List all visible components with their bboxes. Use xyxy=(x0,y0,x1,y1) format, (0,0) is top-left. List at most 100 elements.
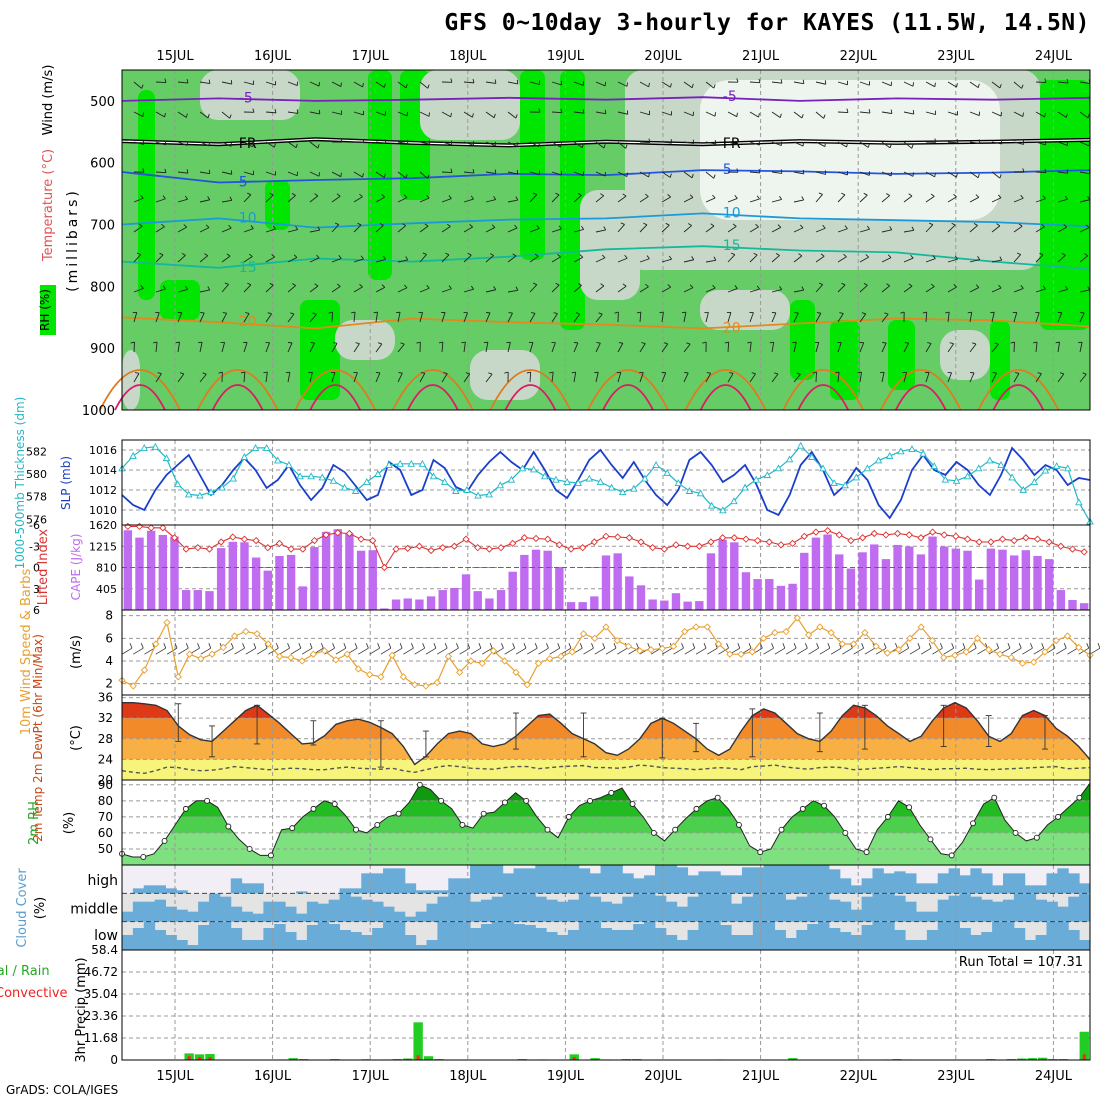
chart-title: GFS 0~10day 3-hourly for KAYES (11.5W, 1… xyxy=(0,10,1090,36)
cloud-bar xyxy=(1014,894,1025,922)
cloud-bar xyxy=(187,945,198,950)
cloud-bar xyxy=(905,873,916,893)
cloud-bar xyxy=(611,865,622,893)
cape-bar xyxy=(404,598,412,610)
rh-tick: 90 xyxy=(98,778,113,792)
cape-bar xyxy=(613,553,621,610)
cape-bar xyxy=(217,548,225,610)
cape-bar xyxy=(532,550,540,610)
cloud-bar xyxy=(916,912,927,922)
cloud-bar xyxy=(524,925,535,950)
convective-bar xyxy=(188,1056,191,1060)
cloud-bar xyxy=(394,868,405,893)
rh-tick: 50 xyxy=(98,842,113,856)
cloud-bar xyxy=(274,924,285,950)
cloud-bar xyxy=(557,935,568,950)
cloud-bar xyxy=(688,875,699,893)
rh-marker xyxy=(268,853,273,858)
cloud-bar xyxy=(1003,900,1014,922)
cloud-bar xyxy=(253,914,264,922)
rh-marker xyxy=(1013,830,1018,835)
cloud-bar xyxy=(677,940,688,950)
rh-marker xyxy=(417,782,422,787)
cloud-bar xyxy=(905,902,916,922)
cloud-layer-label: high xyxy=(87,873,118,889)
cape-bar xyxy=(987,549,995,610)
rh-marker xyxy=(609,790,614,795)
cape-bar xyxy=(928,537,936,610)
wind-barb-flag xyxy=(572,372,576,373)
cloud-bar xyxy=(1014,873,1025,893)
rh-marker xyxy=(183,806,188,811)
cape-bar xyxy=(998,550,1006,610)
cloud-bar xyxy=(155,900,166,922)
rh-marker xyxy=(736,822,741,827)
cape-bar xyxy=(777,586,785,610)
cloud-unit-label: (%) xyxy=(33,897,48,920)
cloud-bar xyxy=(535,928,546,950)
cloud-bar xyxy=(405,935,416,950)
cloud-bar xyxy=(883,894,894,922)
wind-barb-flag xyxy=(341,83,342,87)
cape-bar xyxy=(392,600,400,610)
cape-bar xyxy=(672,593,680,610)
cloud-bar xyxy=(753,867,764,893)
cloud-bar xyxy=(785,900,796,922)
cloud-bar xyxy=(340,888,351,893)
rh-marker xyxy=(907,805,912,810)
isotherm-label: -5 xyxy=(723,89,737,105)
cape-bar xyxy=(159,535,167,610)
cloud-bar xyxy=(437,897,448,922)
precip-tick: 58.4 xyxy=(91,943,118,957)
cloud-bar xyxy=(644,875,655,893)
cloud-bar xyxy=(318,904,329,922)
cape-bar xyxy=(427,596,435,610)
cloud-bar xyxy=(307,925,318,950)
rh-marker xyxy=(141,854,146,859)
date-label-top: 22JUL xyxy=(840,49,878,64)
rh-moist-patch xyxy=(1040,80,1090,330)
cloud-bar xyxy=(970,897,981,922)
cloud-bar xyxy=(622,930,633,950)
wind-barb-flag xyxy=(319,110,320,114)
cloud-bar xyxy=(524,868,535,893)
rh-marker xyxy=(694,806,699,811)
cape-bar xyxy=(578,602,586,610)
cape-bar xyxy=(602,555,610,610)
slp-tick: 1014 xyxy=(89,464,117,477)
cloud-bar xyxy=(698,922,709,950)
cape-tick: 405 xyxy=(96,583,117,596)
cloud-bar xyxy=(361,900,372,922)
cloud-bar xyxy=(459,922,470,950)
cloud-bar xyxy=(731,935,742,950)
cloud-bar xyxy=(601,865,612,893)
cloud-bar xyxy=(503,873,514,893)
cloud-bar xyxy=(307,902,318,922)
rh-marker xyxy=(460,822,465,827)
cloud-bar xyxy=(677,907,688,922)
cloud-bar xyxy=(992,922,1003,950)
rh-marker xyxy=(247,846,252,851)
cape-bar xyxy=(637,585,645,610)
wind10m-unit-label: (m/s) xyxy=(69,635,84,669)
pressure-tick: 900 xyxy=(90,342,115,357)
date-label-top: 21JUL xyxy=(742,49,780,64)
wind-barb-flag xyxy=(407,140,408,144)
cloud-bar xyxy=(372,873,383,893)
cape-bar xyxy=(683,602,691,610)
cloud-bar xyxy=(383,868,394,893)
cloud-bar xyxy=(372,902,383,922)
wind-barb-flag xyxy=(286,372,290,373)
cape-bar xyxy=(299,586,307,610)
cloud-bar xyxy=(840,902,851,922)
date-label-top: 15JUL xyxy=(156,49,194,64)
cloud-bar xyxy=(350,897,361,922)
cape-bar xyxy=(870,544,878,610)
rh-marker xyxy=(226,824,231,829)
cloud-bar xyxy=(916,883,927,893)
cape-bar xyxy=(1010,555,1018,610)
cloud-bar xyxy=(720,925,731,950)
credit-label: GrADS: COLA/IGES xyxy=(6,1083,118,1097)
rh-marker xyxy=(588,798,593,803)
cloud-bar xyxy=(666,902,677,922)
